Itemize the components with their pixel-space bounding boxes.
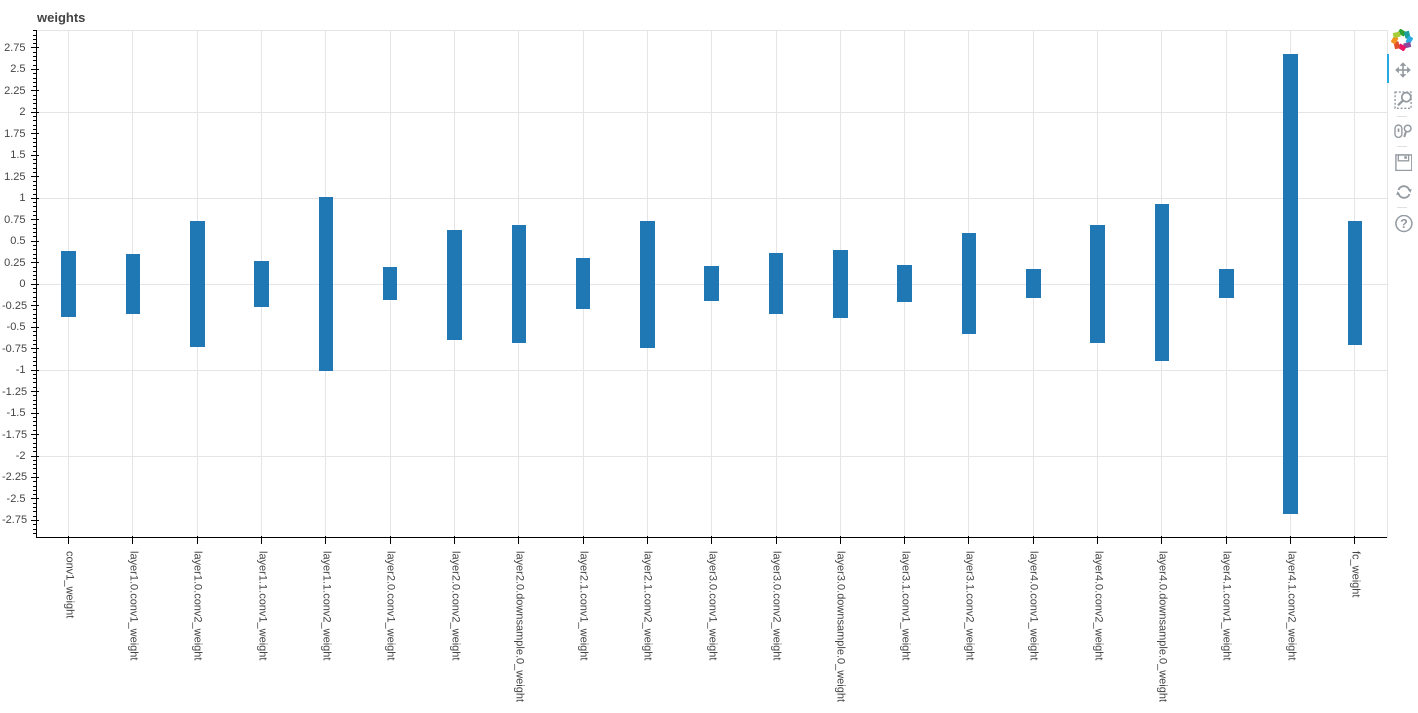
svg-text:?: ? <box>1400 217 1408 231</box>
